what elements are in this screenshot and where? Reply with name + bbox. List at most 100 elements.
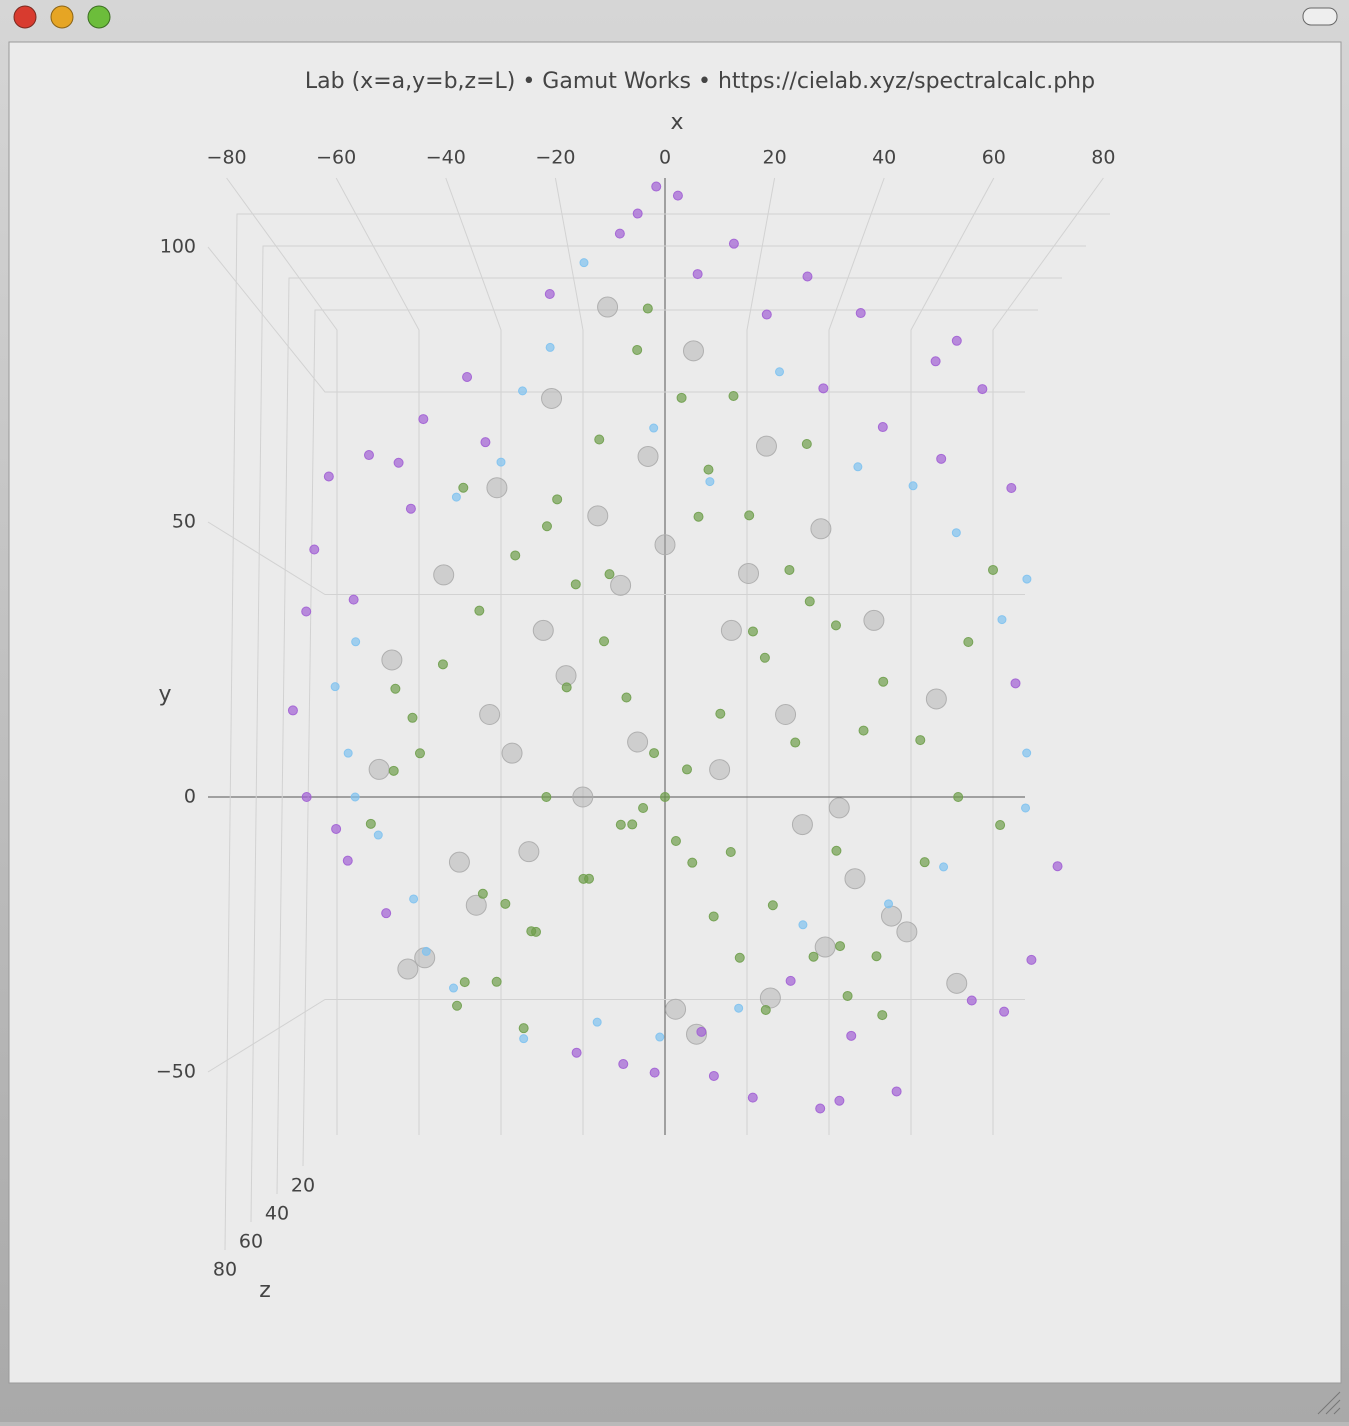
data-point xyxy=(381,908,392,919)
data-point xyxy=(655,1032,665,1042)
data-point xyxy=(915,735,926,746)
data-point xyxy=(510,550,521,561)
data-point xyxy=(744,510,755,521)
data-point xyxy=(670,836,681,846)
grid-line xyxy=(445,177,502,1135)
data-point xyxy=(734,1003,744,1013)
zoom-button[interactable] xyxy=(87,5,111,29)
data-point xyxy=(531,926,542,937)
plot-panel xyxy=(8,41,1342,1384)
grid-line xyxy=(207,999,1025,1073)
data-point xyxy=(614,228,625,239)
data-point xyxy=(638,803,649,813)
minimize-button[interactable] xyxy=(50,5,74,29)
data-point xyxy=(936,453,947,464)
x-tick-label: 0 xyxy=(659,147,671,169)
data-point xyxy=(930,356,941,367)
data-point xyxy=(480,437,491,448)
data-point xyxy=(301,792,312,802)
grid-line xyxy=(224,213,1110,1251)
data-point xyxy=(587,505,609,527)
data-point xyxy=(705,477,715,487)
data-point xyxy=(834,1095,845,1106)
x-tick-label: 40 xyxy=(872,147,896,169)
data-point xyxy=(692,269,703,280)
data-point xyxy=(784,564,795,575)
data-point xyxy=(951,528,961,538)
data-point xyxy=(951,335,962,346)
data-point xyxy=(853,462,863,472)
data-point xyxy=(1052,861,1063,872)
data-point xyxy=(571,1047,582,1058)
data-point xyxy=(381,649,403,671)
data-point xyxy=(365,818,376,829)
data-point xyxy=(808,951,819,962)
x-tick-label: −80 xyxy=(207,147,247,169)
data-point xyxy=(709,759,731,781)
data-point xyxy=(501,742,523,764)
data-point xyxy=(518,1023,529,1034)
data-point xyxy=(491,976,502,987)
data-point xyxy=(597,296,619,318)
grid-line xyxy=(207,521,1025,595)
data-point xyxy=(544,289,555,300)
data-point xyxy=(682,340,704,362)
z-tick-label: 80 xyxy=(213,1259,237,1281)
data-point xyxy=(414,748,425,759)
data-point xyxy=(687,857,698,868)
data-point xyxy=(409,894,419,904)
data-point xyxy=(925,688,947,710)
data-point xyxy=(747,1092,758,1103)
grid-line xyxy=(828,177,885,1135)
data-point xyxy=(632,344,643,355)
data-point xyxy=(759,652,770,663)
data-point xyxy=(594,434,605,445)
data-point xyxy=(350,792,360,802)
z-tick-label: 20 xyxy=(291,1175,315,1197)
toolbar-button[interactable] xyxy=(1302,7,1338,26)
data-point xyxy=(880,905,902,927)
data-point xyxy=(790,737,801,748)
data-point xyxy=(407,712,418,723)
data-point xyxy=(561,682,572,693)
data-point xyxy=(939,862,949,872)
data-point xyxy=(632,208,643,219)
grid-line xyxy=(226,177,338,1135)
x-tick-label: −20 xyxy=(535,147,575,169)
z-axis-title: z xyxy=(259,1278,271,1303)
data-point xyxy=(676,392,687,403)
data-point xyxy=(500,898,511,909)
data-point xyxy=(755,435,777,457)
data-point xyxy=(301,606,312,617)
data-point xyxy=(462,371,473,382)
data-point xyxy=(654,534,676,556)
data-point xyxy=(610,574,632,596)
x-axis-title: x xyxy=(670,110,683,135)
data-point xyxy=(878,676,889,687)
resize-grip[interactable] xyxy=(1317,1391,1341,1415)
grid-line xyxy=(746,177,776,1135)
data-point xyxy=(421,946,431,956)
data-point xyxy=(418,414,429,425)
data-point xyxy=(615,819,626,830)
data-point xyxy=(330,682,340,692)
data-point xyxy=(946,972,968,994)
data-point xyxy=(708,1070,719,1081)
data-point xyxy=(627,731,649,753)
data-point xyxy=(791,814,813,836)
data-point xyxy=(830,620,841,631)
data-point xyxy=(541,792,552,802)
data-point xyxy=(541,387,563,409)
grid-line xyxy=(992,177,1104,1135)
x-tick-label: −60 xyxy=(316,147,356,169)
close-button[interactable] xyxy=(13,5,37,29)
data-point xyxy=(804,596,815,607)
data-point xyxy=(1026,954,1037,965)
data-point xyxy=(459,977,470,988)
data-point xyxy=(541,521,552,532)
data-point xyxy=(728,238,739,249)
data-point xyxy=(309,544,320,555)
data-point xyxy=(871,951,882,962)
